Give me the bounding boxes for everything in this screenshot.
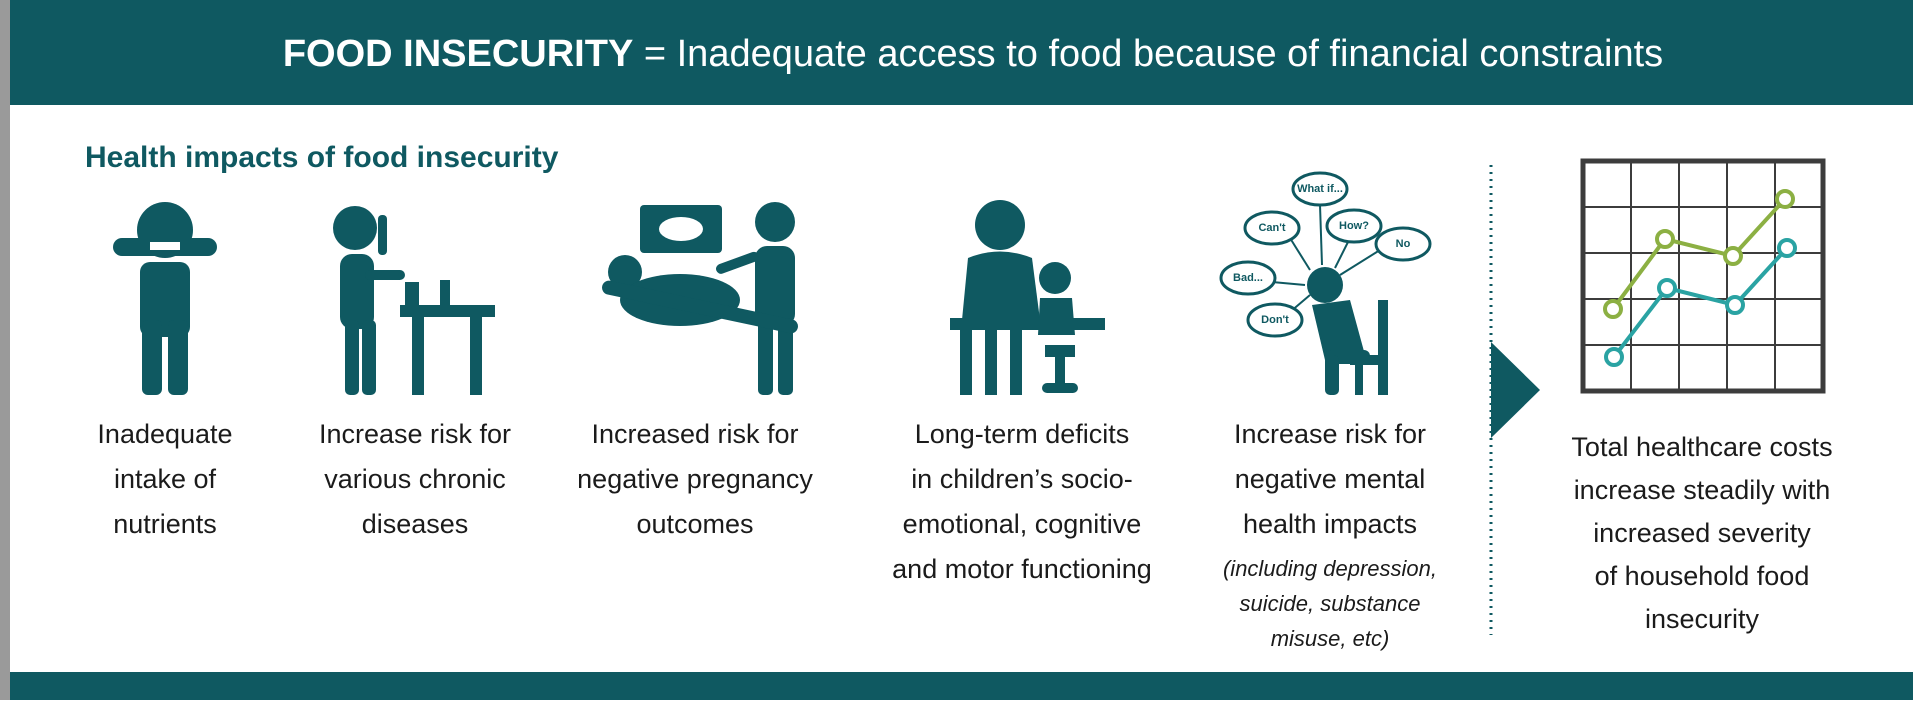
infographic: FOOD INSECURITY = Inadequate access to f…: [0, 0, 1913, 700]
bubble-text: What if...: [1297, 183, 1343, 195]
arrow: [1491, 342, 1540, 438]
left-border: [0, 0, 10, 700]
impact-caption: diseases: [362, 509, 469, 539]
impact-caption: negative pregnancy: [577, 464, 813, 494]
impact-caption: intake of: [114, 464, 217, 494]
page: {"header": {"title_bold": "FOOD INSECURI…: [0, 0, 1913, 700]
impact-caption: nutrients: [113, 509, 217, 539]
header-title-bold: FOOD INSECURITY: [283, 33, 633, 75]
impact-caption: Long-term deficits: [915, 419, 1130, 449]
outcome-caption: Total healthcare costs: [1571, 432, 1832, 462]
header-title: FOOD INSECURITY = Inadequate access to f…: [283, 33, 1663, 75]
impact-caption: health impacts: [1243, 509, 1417, 539]
bubble-text: Bad...: [1233, 272, 1263, 284]
impact-caption: outcomes: [636, 509, 753, 539]
impact-caption: Inadequate: [97, 419, 232, 449]
outcome-caption: insecurity: [1645, 604, 1760, 634]
impact-caption: Increased risk for: [591, 419, 798, 449]
header-equals: =: [644, 33, 666, 75]
icon-cost-chart: [1583, 161, 1823, 391]
outcome-caption: increased severity: [1593, 518, 1811, 548]
captions: Inadequate intake of nutrients Increase ris…: [97, 419, 1832, 651]
impact-caption: in children’s socio-: [911, 464, 1133, 494]
header-title-rest: Inadequate access to food because of fin…: [677, 33, 1664, 75]
bubble-text: No: [1396, 238, 1411, 250]
impact-caption: and motor functioning: [892, 554, 1152, 584]
icon-chronic: [333, 206, 495, 395]
impact-caption: various chronic: [324, 464, 506, 494]
impact-caption: Increase risk for: [319, 419, 511, 449]
icon-pregnancy: [601, 202, 800, 395]
impact-note: (including depression,: [1223, 556, 1437, 581]
icon-children: [950, 200, 1105, 395]
section-title: Health impacts of food insecurity: [85, 141, 559, 174]
outcome-caption: of household food: [1595, 561, 1810, 591]
bubble-text: How?: [1339, 220, 1369, 232]
impact-note: misuse, etc): [1271, 626, 1390, 651]
impact-caption: negative mental: [1235, 464, 1426, 494]
footer-band: [10, 672, 1913, 700]
impact-caption: emotional, cognitive: [903, 509, 1142, 539]
impact-note: suicide, substance: [1240, 591, 1421, 616]
bubble-text: Can't: [1258, 222, 1285, 234]
impact-caption: Increase risk for: [1234, 419, 1426, 449]
bubble-text: Don't: [1261, 314, 1289, 326]
outcome-caption: increase steadily with: [1574, 475, 1831, 505]
icon-nutrients: [113, 202, 217, 395]
